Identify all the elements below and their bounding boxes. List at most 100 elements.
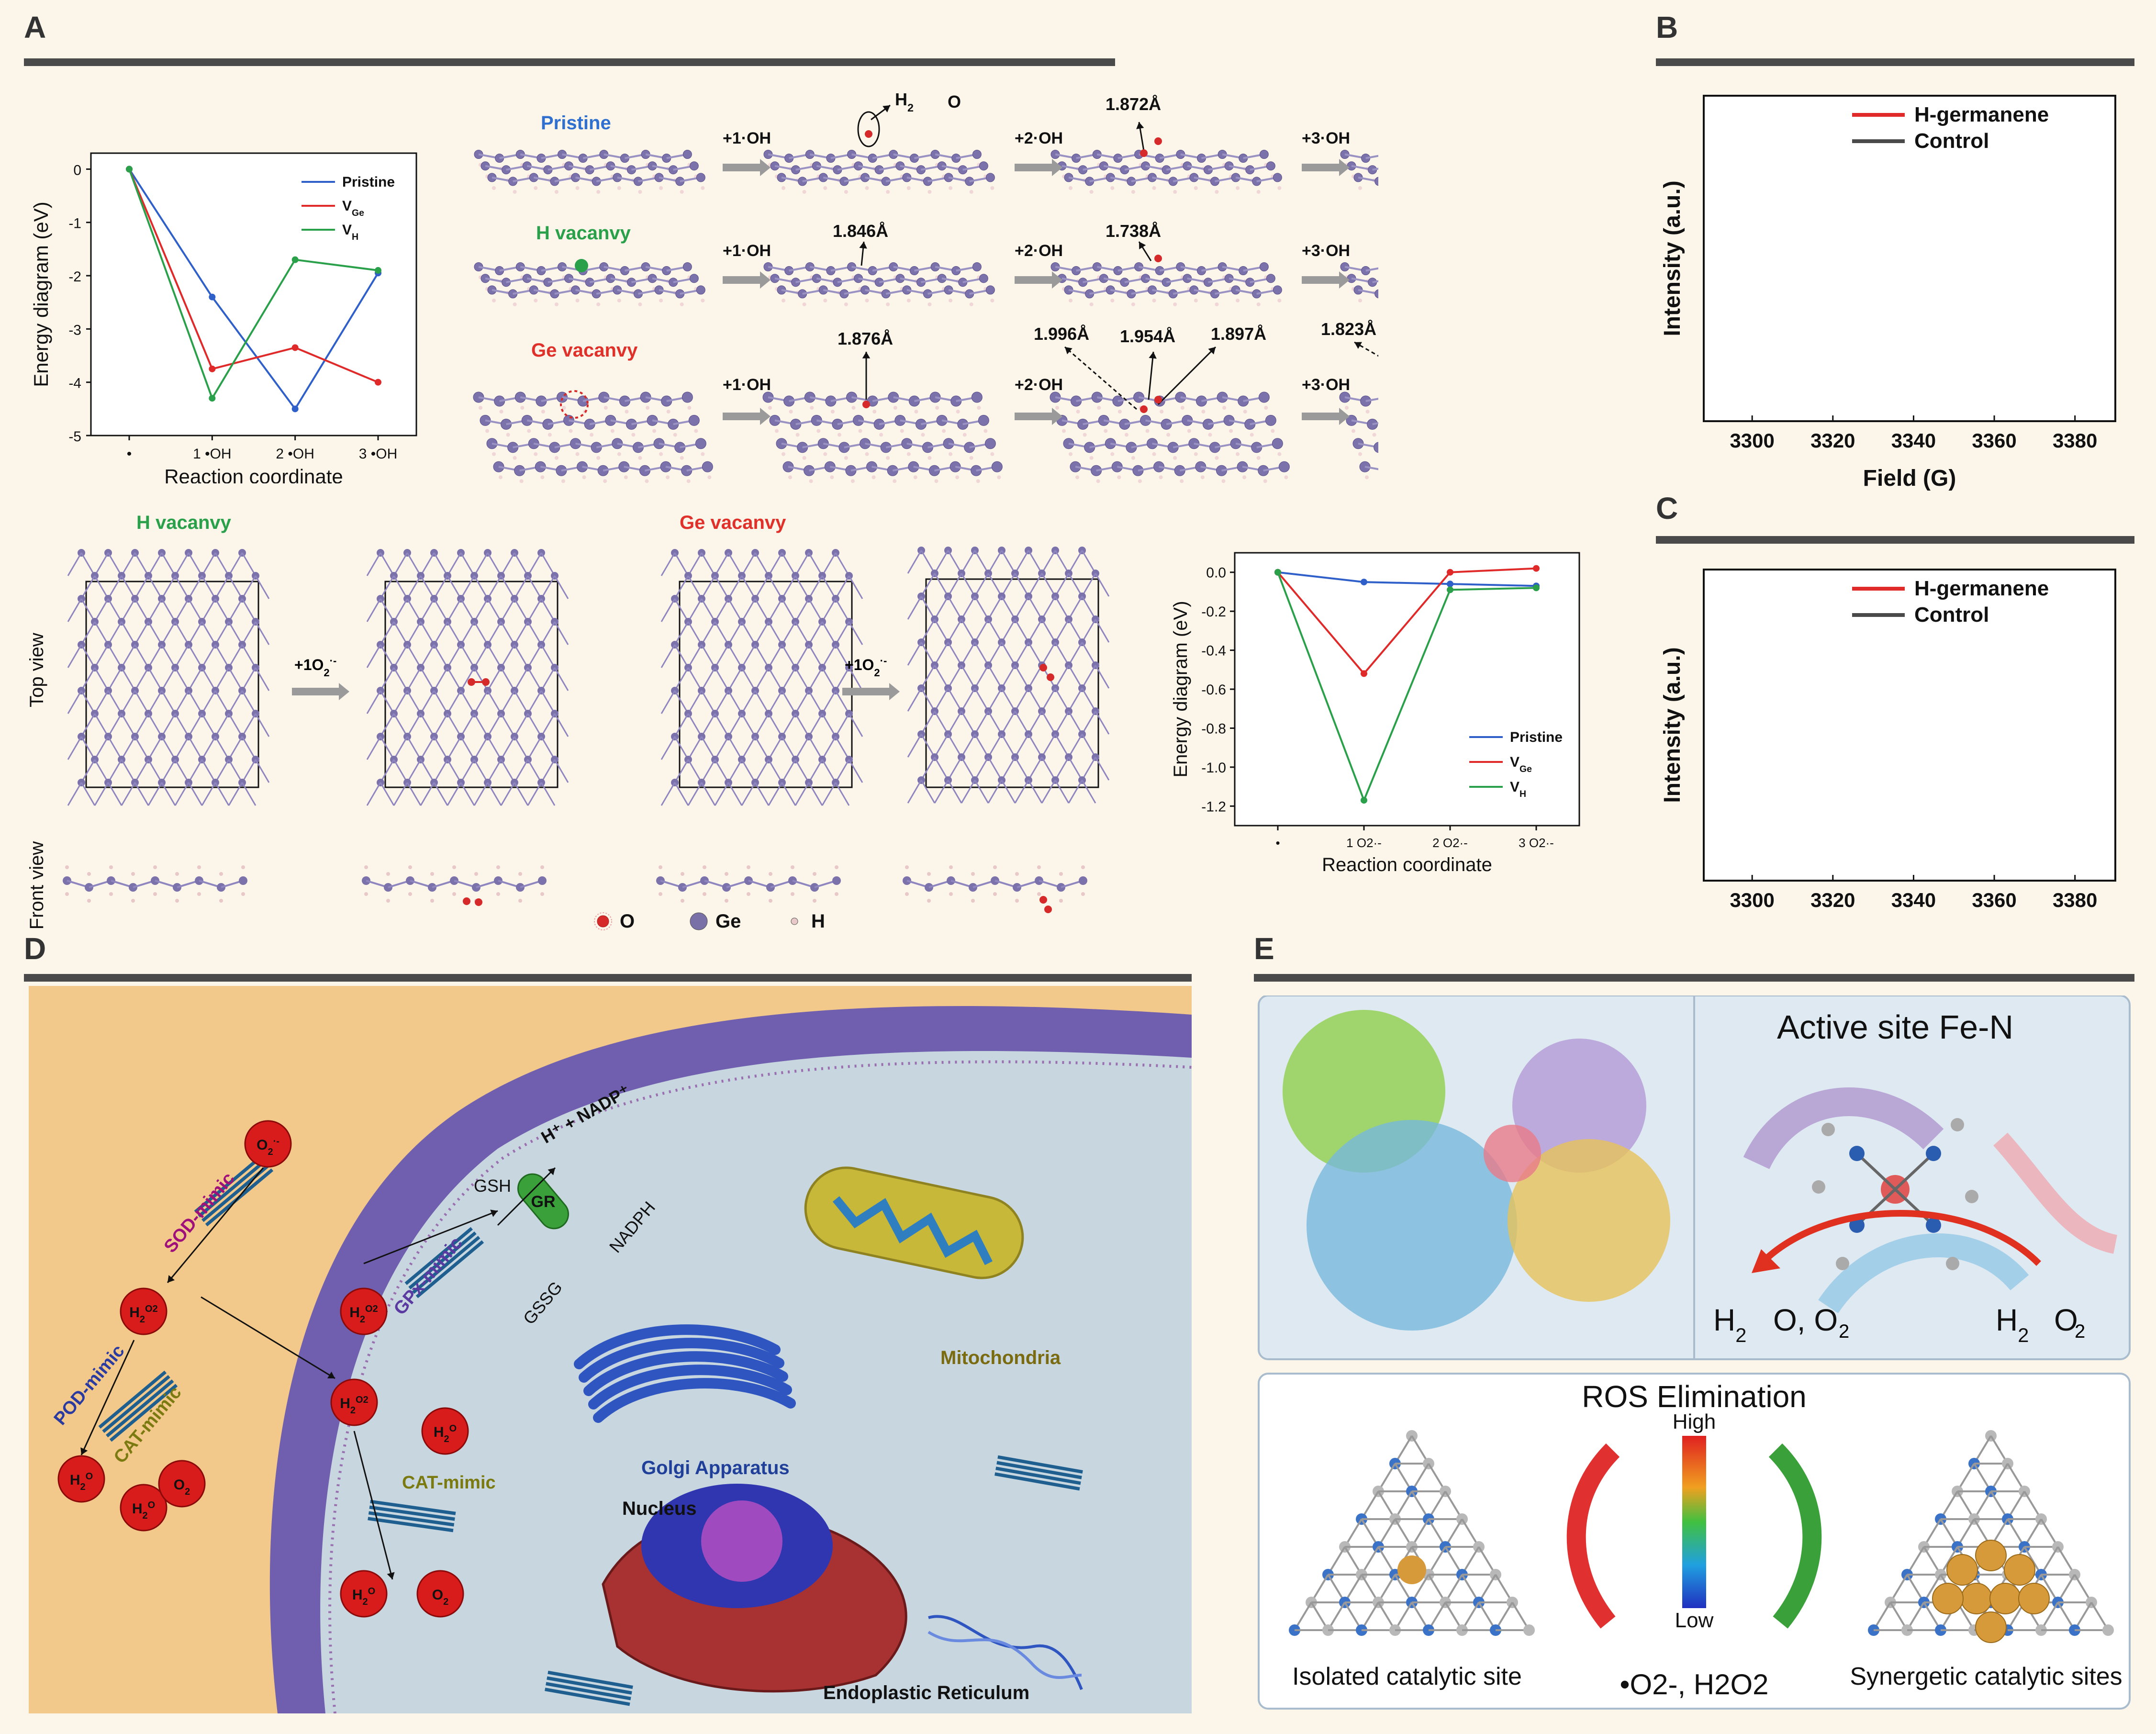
h-atom <box>858 429 862 433</box>
ge-bond <box>527 736 542 760</box>
ge-bond <box>228 713 243 737</box>
ge-bond <box>1001 573 1016 597</box>
ge-atom <box>1272 438 1283 449</box>
h-atom <box>927 456 932 460</box>
o-atom <box>865 130 872 138</box>
ge-bond <box>987 665 1003 689</box>
ge-bond <box>1014 550 1029 574</box>
molecule-label: O2·- <box>257 1136 279 1157</box>
cycle-arrow-green <box>1768 1443 1822 1629</box>
ge-bond <box>974 642 989 666</box>
ge-bond <box>1001 757 1016 781</box>
h-atom <box>499 410 503 414</box>
catalyst-atom <box>1397 1555 1426 1584</box>
ge-bond <box>147 736 163 760</box>
ge-bond <box>500 598 515 622</box>
ge-bond <box>754 644 770 668</box>
ge-bond <box>741 621 756 645</box>
nanosheet-layer <box>408 1231 477 1290</box>
h-atom <box>906 298 911 302</box>
ge-bond <box>107 690 123 714</box>
h-atom <box>1089 190 1094 194</box>
h-atom <box>1152 186 1156 190</box>
ge-bond <box>907 734 922 758</box>
ge-bond <box>821 736 837 760</box>
ge-bond <box>460 598 475 622</box>
ge-bond <box>920 757 936 781</box>
ge-bond <box>794 690 810 714</box>
arrow-head <box>862 352 871 358</box>
arrow-head <box>168 1275 175 1283</box>
plot-frame <box>1703 95 2116 422</box>
h-atom <box>844 456 848 460</box>
ge-bond <box>754 667 770 691</box>
h-atom <box>830 475 834 480</box>
h-atom <box>703 892 706 896</box>
step-arrow <box>1015 159 1062 176</box>
ge-bond <box>67 736 82 760</box>
o-atom <box>1047 673 1054 681</box>
nanosheet-layer <box>109 1384 178 1442</box>
h-atom <box>1236 452 1240 456</box>
x-tick-label: 3360 <box>1972 889 2016 911</box>
text-sub: 2 <box>140 1314 145 1325</box>
ge-bond <box>727 644 743 668</box>
h-atom <box>913 475 917 480</box>
nanosheet-layer <box>106 1379 174 1438</box>
ge-bond <box>94 713 109 737</box>
ge-bond <box>848 759 863 783</box>
ge-bond <box>161 644 176 668</box>
ge-bond <box>768 736 783 760</box>
ge-bond <box>241 667 257 691</box>
text-sub: 2 <box>324 667 329 679</box>
h-atom <box>197 892 201 896</box>
nanosheet-layer <box>547 1670 633 1689</box>
ge-bond <box>768 782 783 806</box>
ge-bond <box>393 667 408 691</box>
h-atom <box>638 190 642 194</box>
ge-bond <box>961 550 976 574</box>
ge-bond <box>687 690 703 714</box>
ge-bond <box>1001 619 1016 643</box>
row-title: H vacanvy <box>536 223 631 244</box>
ge-bond <box>460 552 475 576</box>
nanosheet-layer <box>546 1682 631 1700</box>
ge-bond <box>741 690 756 714</box>
ge-bond <box>987 757 1003 781</box>
x-tick-label: 2 O2·- <box>1432 836 1468 850</box>
ge-bond <box>768 575 783 599</box>
h-atom <box>534 186 538 190</box>
n-atom <box>1849 1218 1865 1233</box>
ge-bond <box>500 713 515 737</box>
ge-bond <box>554 759 569 783</box>
ge-bond <box>447 782 462 806</box>
molecule-sphere <box>421 1407 469 1455</box>
ge-atom <box>696 285 705 295</box>
ge-bond <box>835 667 850 691</box>
h-atom <box>707 475 712 480</box>
ge-atom <box>985 173 995 182</box>
ge-bond <box>768 667 783 691</box>
ge-bond <box>794 782 810 806</box>
ge-bond <box>540 621 556 645</box>
ge-bond <box>987 619 1003 643</box>
ge-bond <box>1028 642 1043 666</box>
ge-bond <box>540 598 556 622</box>
nanosheet <box>368 1499 456 1533</box>
y-tick-label: -1 <box>68 216 81 232</box>
ge-bond <box>674 575 689 599</box>
h-atom <box>905 865 909 869</box>
h-atom <box>1277 186 1282 190</box>
panel-label-c: C <box>1656 491 1678 526</box>
atomic-sheet <box>1050 392 1290 483</box>
ge-bond <box>228 598 243 622</box>
y-tick-label: -0.2 <box>1201 604 1226 620</box>
h-atom <box>492 452 496 456</box>
ge-bond <box>514 575 529 599</box>
ge-bond <box>920 596 936 620</box>
ge-bond <box>487 552 502 576</box>
ge-bond <box>794 667 810 691</box>
h-atom <box>1081 892 1085 896</box>
ge-bond <box>1054 619 1070 643</box>
step-label: +2·OH <box>1015 376 1063 394</box>
